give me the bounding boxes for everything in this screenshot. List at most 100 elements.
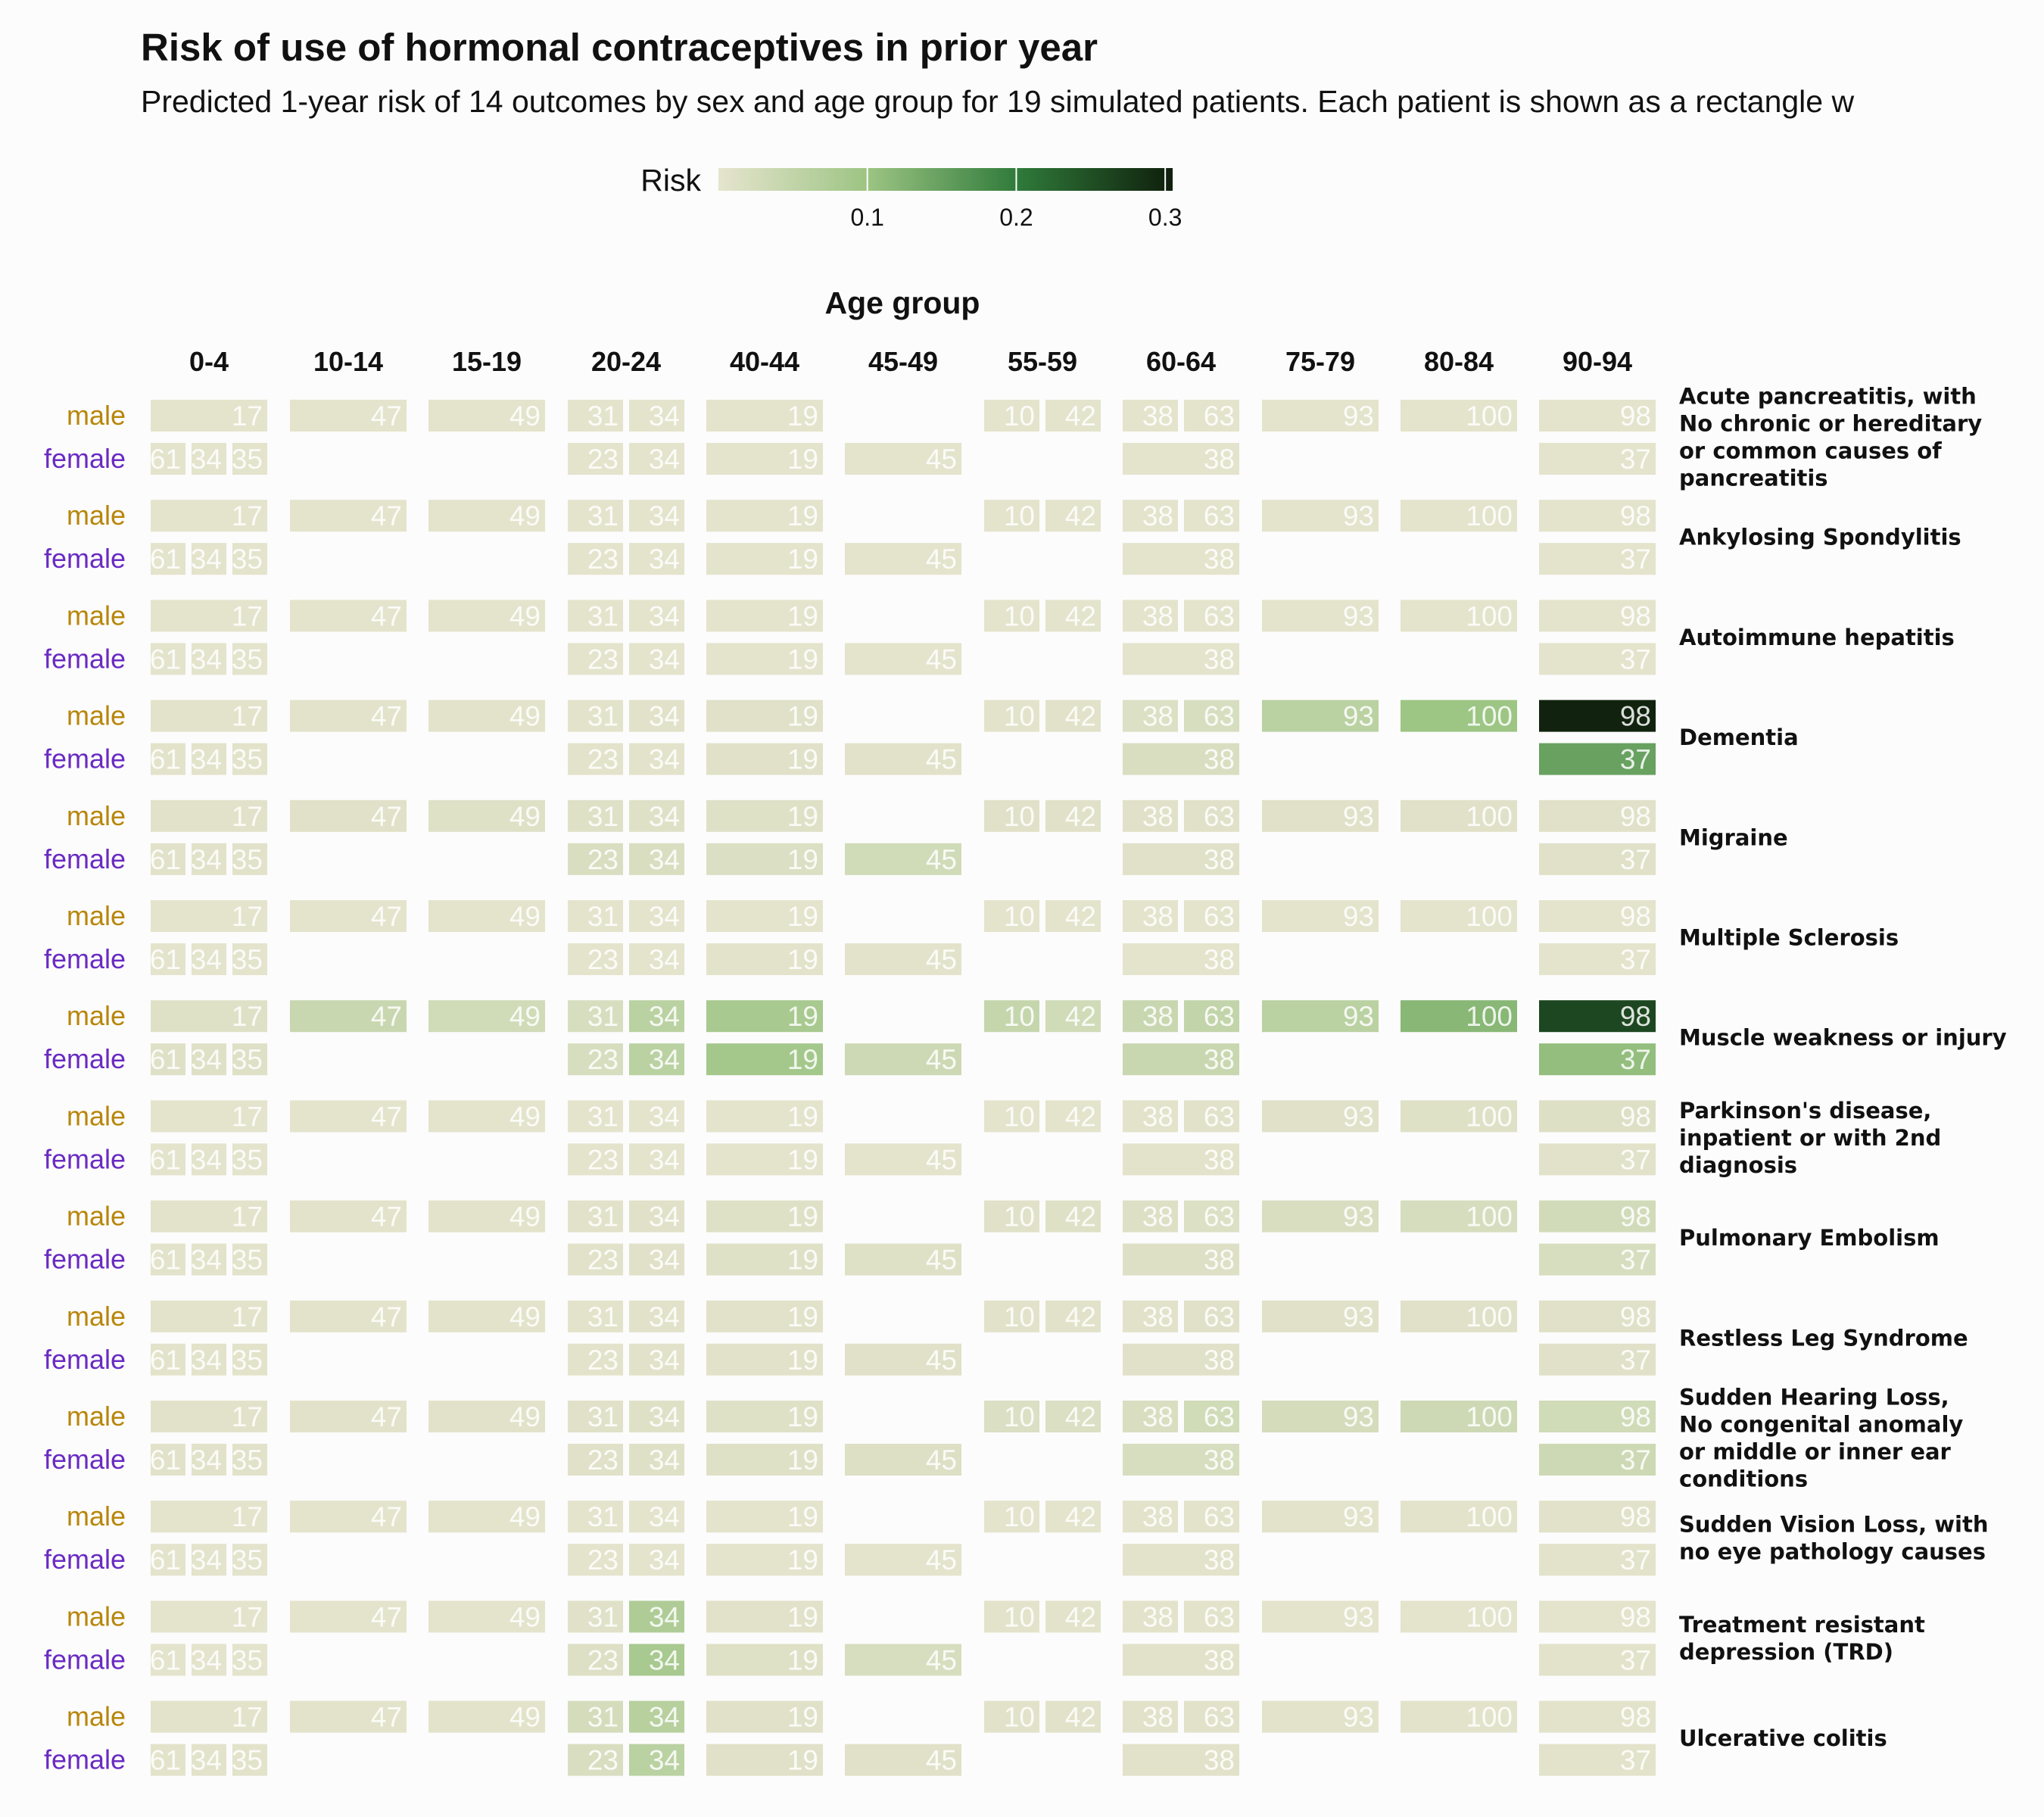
patient-id-label: 23 — [587, 1245, 618, 1276]
patient-id-label: 49 — [509, 1401, 541, 1432]
patient-id-label: 34 — [649, 1401, 680, 1432]
risk-cell — [845, 743, 961, 775]
male-row-label: male — [67, 1301, 126, 1332]
risk-cell — [1184, 1100, 1239, 1133]
male-row-label: male — [67, 1501, 126, 1532]
male-row-label: male — [67, 1201, 126, 1232]
patient-id-label: 37 — [1620, 1644, 1651, 1675]
patient-id-label: 63 — [1204, 1702, 1235, 1733]
patient-id-label: 38 — [1204, 1044, 1235, 1075]
risk-cell — [1539, 500, 1656, 532]
patient-id-label: 45 — [926, 644, 957, 675]
patient-id-label: 17 — [232, 600, 263, 631]
risk-cell — [1262, 500, 1379, 532]
risk-cell — [192, 1243, 226, 1276]
patient-id-label: 17 — [232, 701, 263, 732]
patient-id-label: 17 — [232, 500, 263, 531]
patient-id-label: 63 — [1204, 1101, 1235, 1132]
patient-id-label: 38 — [1204, 844, 1235, 875]
patient-id-label: 93 — [1343, 1301, 1374, 1332]
patient-id-label: 38 — [1204, 1345, 1235, 1376]
risk-cell — [568, 500, 623, 532]
risk-cell — [845, 1343, 961, 1376]
risk-cell — [151, 900, 267, 932]
risk-cell — [845, 1744, 961, 1776]
outcome-block: male 17 47 49 31 34 19 10 42 38 63 93 100 98 female 61 3… — [44, 384, 1982, 491]
patient-id-label: 19 — [787, 1445, 818, 1476]
patient-id-label: 10 — [1004, 1501, 1035, 1532]
risk-cell — [1045, 700, 1101, 732]
patient-id-label: 42 — [1065, 801, 1096, 832]
risk-cell — [290, 1401, 407, 1432]
patient-id-label: 93 — [1343, 1601, 1374, 1632]
patient-id-label: 47 — [371, 1001, 402, 1032]
patient-id-label: 63 — [1204, 901, 1235, 932]
risk-cell — [1401, 1100, 1517, 1133]
legend-title: Risk — [640, 163, 701, 198]
patient-id-label: 63 — [1204, 1401, 1235, 1432]
patient-id-label: 35 — [232, 1745, 263, 1776]
patient-id-label: 34 — [191, 844, 222, 875]
outcome-block: male 17 47 49 31 34 19 10 42 38 63 93 100 98 female 61 3… — [44, 600, 1955, 675]
risk-cell — [428, 1300, 545, 1332]
patient-id-label: 61 — [150, 1544, 181, 1575]
patient-id-label: 38 — [1204, 1745, 1235, 1776]
risk-cell — [629, 543, 684, 575]
risk-cell — [290, 799, 407, 832]
risk-cell — [984, 1100, 1039, 1133]
patient-id-label: 61 — [150, 744, 181, 775]
patient-id-label: 49 — [509, 1101, 541, 1132]
outcome-block: male 17 47 49 31 34 19 10 42 38 63 93 100 98 female 61 3… — [44, 1000, 2007, 1076]
patient-id-label: 31 — [587, 1101, 618, 1132]
patient-id-label: 37 — [1620, 1044, 1651, 1075]
patient-id-label: 10 — [1004, 1201, 1035, 1233]
patient-id-label: 23 — [587, 744, 618, 775]
risk-cell — [706, 1100, 823, 1133]
patient-id-label: 37 — [1620, 1544, 1651, 1575]
patient-id-label: 37 — [1620, 644, 1651, 675]
male-row-label: male — [67, 1701, 126, 1732]
patient-id-label: 100 — [1466, 1301, 1513, 1332]
risk-cell — [1262, 900, 1379, 932]
patient-id-label: 38 — [1204, 544, 1235, 575]
legend-ticks: 0.1 0.2 0.3 — [850, 168, 1182, 231]
patient-id-label: 10 — [1004, 1301, 1035, 1332]
legend-tick-label: 0.2 — [999, 204, 1033, 231]
risk-cell — [232, 1343, 267, 1376]
risk-cell — [568, 1300, 623, 1332]
heatmap-grid: male 17 47 49 31 34 19 10 42 38 63 93 100 98 female 61 3… — [44, 384, 2007, 1776]
risk-cell — [151, 1000, 267, 1033]
outcome-block: male 17 47 49 31 34 19 10 42 38 63 93 100 98 female 61 3… — [44, 1501, 1988, 1576]
patient-id-label: 100 — [1466, 600, 1513, 631]
age-group-header: 0-4 — [189, 346, 229, 377]
risk-cell — [1401, 700, 1517, 732]
patient-id-label: 42 — [1065, 701, 1096, 732]
patient-id-label: 34 — [191, 1044, 222, 1075]
patient-id-label: 63 — [1204, 500, 1235, 531]
risk-cell — [1123, 1600, 1178, 1633]
patient-id-label: 63 — [1204, 1601, 1235, 1632]
patient-id-label: 38 — [1142, 1601, 1173, 1632]
patient-id-label: 49 — [509, 1301, 541, 1332]
risk-cell — [1123, 1000, 1178, 1033]
outcome-label: Pulmonary Embolism — [1679, 1225, 1940, 1251]
patient-id-label: 49 — [509, 500, 541, 531]
outcome-label: Sudden Vision Loss, with no eye pathology… — [1679, 1512, 1988, 1565]
outcome-block: male 17 47 49 31 34 19 10 42 38 63 93 100 98 female 61 3… — [44, 1700, 1887, 1776]
risk-cell — [232, 1444, 267, 1476]
risk-cell — [1539, 1243, 1656, 1276]
patient-id-label: 100 — [1466, 801, 1513, 832]
patient-id-label: 19 — [787, 1345, 818, 1376]
risk-cell — [192, 643, 226, 675]
patient-id-label: 17 — [232, 1201, 263, 1233]
patient-id-label: 19 — [787, 701, 818, 732]
risk-cell — [1123, 643, 1239, 675]
risk-cell — [568, 1243, 623, 1276]
outcome-block: male 17 47 49 31 34 19 10 42 38 63 93 100 98 female 61 3… — [44, 700, 1799, 775]
age-group-header: 20-24 — [591, 346, 661, 377]
patient-id-label: 45 — [926, 744, 957, 775]
risk-cell — [1401, 1501, 1517, 1533]
risk-cell — [1045, 1000, 1101, 1033]
patient-id-label: 38 — [1142, 1702, 1173, 1733]
patient-id-label: 38 — [1142, 600, 1173, 631]
